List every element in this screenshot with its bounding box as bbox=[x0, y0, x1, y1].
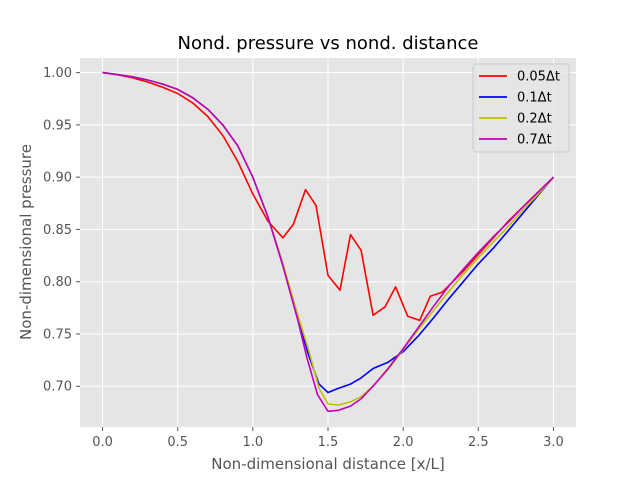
series-layer bbox=[102, 71, 555, 413]
y-tick-label: 1.00 bbox=[43, 66, 72, 81]
y-tick-label: 0.75 bbox=[43, 327, 72, 342]
x-tick-label: 2.5 bbox=[468, 435, 489, 450]
x-tick-label: 3.0 bbox=[543, 435, 564, 450]
x-tick-label: 0.5 bbox=[167, 435, 188, 450]
x-tick-label: 1.0 bbox=[243, 435, 264, 450]
legend: 0.05Δt 0.1Δt 0.2Δt 0.7Δt bbox=[472, 63, 570, 153]
legend-label-0: 0.05Δt bbox=[517, 70, 560, 85]
legend-label-3: 0.7Δt bbox=[517, 133, 552, 148]
x-tick-label: 0.0 bbox=[92, 435, 113, 450]
x-axis-label: Non-dimensional distance [x/L] bbox=[211, 455, 444, 473]
legend-items: 0.05Δt 0.1Δt 0.2Δt 0.7Δt bbox=[479, 70, 560, 148]
legend-label-1: 0.1Δt bbox=[517, 91, 552, 106]
y-tick-label: 0.90 bbox=[43, 171, 72, 186]
y-tick-label: 0.85 bbox=[43, 223, 72, 238]
legend-label-2: 0.2Δt bbox=[517, 112, 552, 127]
y-tick-label: 0.95 bbox=[43, 118, 72, 133]
x-tick-label: 2.0 bbox=[393, 435, 414, 450]
series-line-0 bbox=[102, 71, 555, 322]
y-tick-label: 0.70 bbox=[43, 380, 72, 395]
y-axis-ticks: 0.70 0.75 0.80 0.85 0.90 0.95 1.00 bbox=[43, 66, 80, 395]
x-axis-ticks: 0.0 0.5 1.0 1.5 2.0 2.5 3.0 bbox=[92, 427, 564, 450]
legend-box bbox=[472, 63, 570, 153]
series-line-3 bbox=[102, 71, 555, 413]
chart-title: Nond. pressure vs nond. distance bbox=[178, 33, 479, 54]
x-tick-label: 1.5 bbox=[318, 435, 339, 450]
y-tick-label: 0.80 bbox=[43, 275, 72, 290]
y-axis-label: Non-dimensional pressure bbox=[17, 144, 35, 340]
